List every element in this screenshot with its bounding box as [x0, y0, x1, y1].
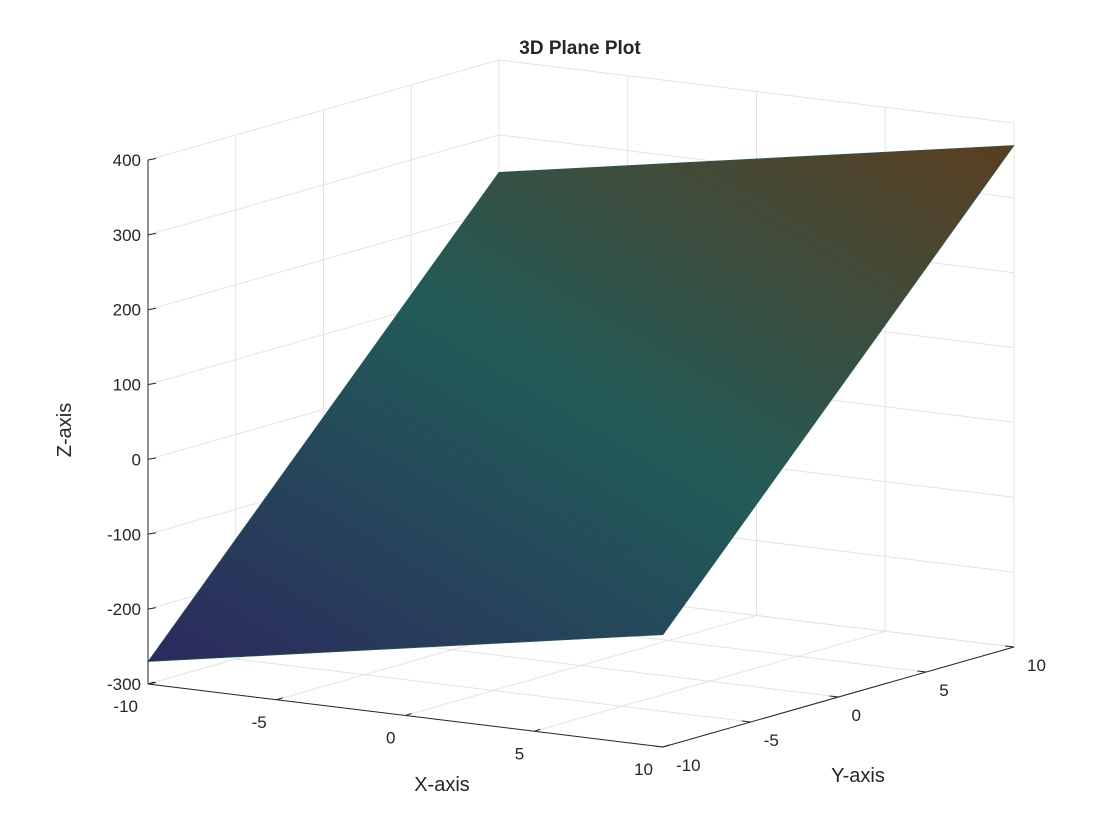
floor-y-gridline	[236, 659, 751, 722]
y-tick-mark	[742, 721, 751, 722]
z-tick-label: -300	[107, 675, 141, 694]
y-axis-title: Y-axis	[831, 765, 885, 787]
z-tick-label: 300	[113, 226, 141, 245]
y-tick-mark	[654, 746, 663, 747]
plane-mesh	[148, 145, 1014, 661]
y-tick-label: 5	[939, 681, 948, 700]
x-tick-label: 0	[386, 729, 395, 748]
y-tick-mark	[917, 671, 926, 672]
plot-surface	[148, 145, 1014, 661]
z-tick-label: 200	[113, 301, 141, 320]
x-tick-label: -5	[252, 713, 267, 732]
x-tick-label: 5	[515, 744, 524, 763]
z-tick-label: 100	[113, 376, 141, 395]
y-tick-mark	[830, 696, 839, 697]
z-tick-label: 400	[113, 151, 141, 170]
x-tick-label: 10	[634, 760, 653, 779]
z-axis-title: Z-axis	[54, 403, 76, 457]
z-tick-label: -200	[107, 600, 141, 619]
y-tick-label: 10	[1027, 656, 1046, 675]
z-tick-label: -100	[107, 525, 141, 544]
y-tick-label: 0	[852, 706, 861, 725]
y-tick-label: -10	[676, 756, 701, 775]
plot-title: 3D Plane Plot	[519, 38, 641, 59]
x-axis-title: X-axis	[414, 774, 470, 796]
y-tick-mark	[1005, 646, 1014, 647]
y-tick-label: -5	[764, 731, 779, 750]
x-tick-label: -10	[113, 697, 138, 716]
z-tick-label: 0	[132, 450, 141, 469]
